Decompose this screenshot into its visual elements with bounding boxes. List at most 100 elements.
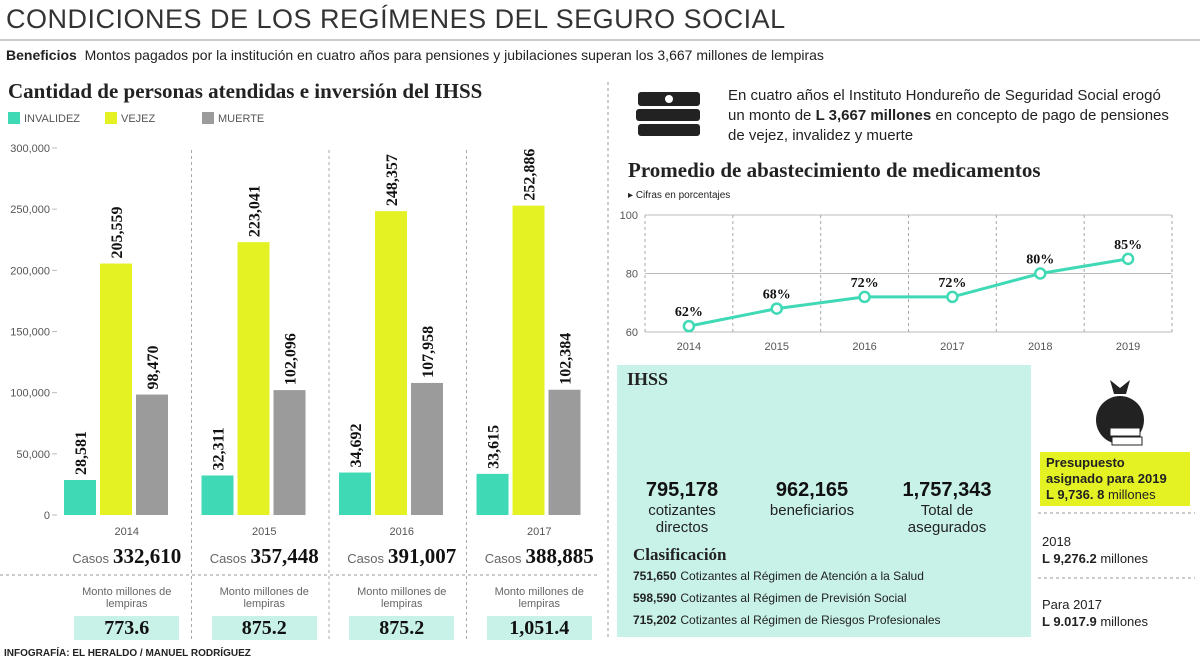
cases-label: Casos	[347, 551, 384, 566]
point	[770, 302, 783, 315]
point	[858, 290, 871, 304]
item-label: Cotizantes al Régimen de Previsión Socia…	[680, 591, 907, 605]
bar	[411, 382, 443, 515]
subtitle-text: Cifras en porcentajes	[635, 190, 731, 201]
year: 2018	[1042, 534, 1071, 549]
bar	[375, 211, 407, 515]
x-tick-label: 2014	[677, 341, 701, 353]
value-label: 98,470	[145, 346, 162, 390]
lead-label: Beneficios	[6, 47, 77, 63]
cases-label: Casos	[210, 551, 247, 566]
y-tick-label: 60	[626, 327, 638, 339]
credit: INFOGRAFÍA: EL HERALDO / MANUEL RODRÍGUE…	[4, 648, 251, 659]
legend-label: MUERTE	[218, 113, 264, 125]
bar	[512, 205, 545, 516]
bar	[201, 475, 234, 515]
ihss-box: IHSS 795,178 cotizantes directos 962,165 b…	[617, 365, 1031, 637]
value-label: 85%	[1114, 238, 1142, 253]
info-after: en concepto de pago de pensiones de veje…	[728, 107, 1169, 144]
value-label: 32,311	[211, 427, 228, 470]
bar	[237, 242, 270, 515]
amount: L 9,276.2	[1042, 551, 1097, 566]
value-label: 33,615	[486, 425, 503, 469]
budget-history: Para 2017 L 9.017.9 millones	[1042, 596, 1148, 630]
bar	[339, 472, 371, 515]
year: Para 2017	[1042, 597, 1102, 612]
monto: Monto millones de lempiras 875.2	[204, 586, 324, 640]
monto-value: 1,051.4	[486, 616, 592, 640]
amount: L 9.017.9	[1042, 614, 1097, 629]
cases: Casos 391,007	[347, 544, 456, 568]
info-amount: L 3,667 millones	[815, 107, 932, 124]
bag-icon	[1096, 380, 1144, 446]
legend-label: VEJEZ	[121, 113, 156, 125]
money-icon	[636, 92, 700, 136]
cases-value: 357,448	[251, 544, 319, 568]
cases-label: Casos	[485, 551, 522, 566]
stat-label: beneficiarios	[769, 502, 855, 519]
cases: Casos 388,885	[485, 544, 594, 568]
lead: Beneficios Montos pagados por la institu…	[6, 47, 824, 63]
value-label: 205,559	[109, 207, 126, 259]
item-value: 715,202	[633, 613, 677, 627]
point	[682, 319, 696, 333]
x-tick-label: 2017	[940, 341, 964, 353]
y-tick-label: 300,000	[10, 143, 50, 155]
x-tick-label: 2016	[852, 341, 876, 353]
bar	[476, 473, 509, 515]
stat-value: 1,757,343	[902, 479, 992, 501]
budget-history: 2018 L 9,276.2 millones	[1042, 533, 1148, 567]
y-tick-label: 0	[44, 510, 50, 522]
line-chart-title: Promedio de abastecimiento de medicament…	[628, 158, 1041, 182]
monto: Monto millones de lempiras 875.2	[342, 586, 462, 640]
monto: Monto millones de lempiras 773.6	[67, 586, 187, 640]
classification-list: 751,650 Cotizantes al Régimen de Atención…	[633, 565, 941, 631]
line	[688, 257, 1129, 328]
value-label: 28,581	[73, 431, 90, 475]
stat-label: cotizantes directos	[648, 502, 716, 536]
cases: Casos 332,610	[72, 544, 181, 568]
ihss-title: IHSS	[627, 369, 669, 389]
monto-value: 875.2	[211, 616, 317, 640]
y-tick-label: 80	[626, 269, 638, 281]
value-label: 252,886	[522, 149, 539, 201]
unit: millones	[1100, 551, 1149, 566]
item-label: Cotizantes al Régimen de Atención a la S…	[680, 569, 924, 583]
monto-value: 875.2	[349, 616, 455, 640]
legend-swatch	[8, 112, 20, 124]
legend-label: INVALIDEZ	[24, 113, 80, 125]
bar-chart-title: Cantidad de personas atendidas e inversi…	[8, 79, 483, 103]
value-label: 223,041	[247, 185, 264, 237]
bar	[100, 263, 132, 515]
value-label: 248,357	[384, 154, 401, 206]
lead-text: Montos pagados por la institución en cua…	[84, 47, 824, 63]
info-before: En cuatro años el Instituto Hondureño de…	[728, 87, 1161, 124]
value-label: 80%	[1026, 253, 1054, 268]
cases-value: 332,610	[113, 544, 181, 568]
item: 751,650 Cotizantes al Régimen de Atención…	[633, 565, 941, 587]
monto-label: Monto millones de lempiras	[82, 586, 172, 610]
value-label: 68%	[763, 288, 791, 303]
item: 598,590 Cotizantes al Régimen de Previsió…	[633, 587, 941, 609]
x-tick-label: 2016	[390, 526, 414, 538]
cases: Casos 357,448	[210, 544, 319, 568]
item: 715,202 Cotizantes al Régimen de Riesgos …	[633, 609, 941, 631]
x-tick-label: 2019	[1116, 341, 1140, 353]
budget-box: Presupuesto asignado para 2019 L 9,736. 8…	[1040, 452, 1190, 506]
value-label: 107,958	[420, 326, 437, 378]
x-tick-label: 2014	[115, 526, 139, 538]
unit: millones	[1100, 614, 1149, 629]
y-tick-label: 200,000	[10, 265, 50, 277]
bar	[548, 389, 581, 515]
stat: 962,165 beneficiarios	[747, 479, 877, 519]
y-tick-label: 100	[620, 210, 638, 222]
legend-swatch	[202, 112, 214, 124]
value-label: 62%	[675, 305, 703, 320]
value-label: 102,384	[558, 333, 575, 385]
x-tick-label: 2017	[527, 526, 551, 538]
value-label: 72%	[938, 276, 966, 291]
cases-value: 388,885	[526, 544, 594, 568]
line-chart-subtitle: ▸ Cifras en porcentajes	[628, 190, 731, 201]
